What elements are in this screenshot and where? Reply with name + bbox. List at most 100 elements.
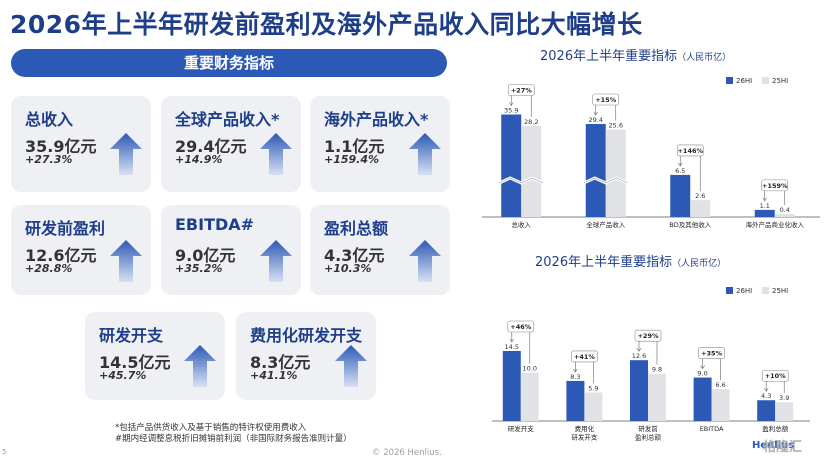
- page-number: 5: [2, 448, 7, 456]
- up-arrow-icon: [110, 240, 142, 282]
- kpi-value: 12.6亿元: [25, 246, 97, 265]
- bar-26hi-4: [757, 400, 776, 421]
- kpi-change: +10.3%: [324, 262, 372, 275]
- legend-label-25hi: 25HI: [772, 77, 788, 85]
- growth-arrowhead-2: [678, 162, 683, 167]
- kpi-value: 8.3亿元: [250, 353, 311, 372]
- value-label-26hi-1: 8.3: [570, 373, 580, 381]
- kpi-change: +41.1%: [250, 369, 298, 382]
- legend-label-26hi: 26HI: [736, 287, 752, 295]
- axis-break-line-1: [583, 177, 628, 184]
- growth-label-4: +10%: [765, 372, 786, 380]
- legend-swatch-25hi: [762, 77, 769, 84]
- kpi-change: +45.7%: [99, 369, 147, 382]
- up-arrow-icon: [409, 240, 441, 282]
- watermark: 格隆汇: [763, 440, 803, 455]
- up-arrow-icon: [260, 240, 292, 282]
- chart-legend: 26HI 25HI: [726, 77, 788, 85]
- category-label-1: 全球产品收入: [586, 220, 626, 229]
- kpi-value: 1.1亿元: [324, 137, 385, 156]
- copyright-text: © 2026 Henlius.: [372, 448, 442, 458]
- kpi-value: 9.0亿元: [175, 246, 236, 265]
- bar-25hi-3: [774, 214, 795, 217]
- bar-25hi-0: [521, 125, 542, 217]
- growth-label-3: +159%: [762, 182, 788, 190]
- value-label-26hi-1: 29.4: [589, 116, 603, 124]
- kpi-change: +28.8%: [25, 262, 73, 275]
- growth-label-2: +29%: [637, 332, 658, 340]
- category-label-1: 费用化: [575, 424, 595, 433]
- bar-25hi-3: [711, 389, 730, 421]
- kpi-change: +14.9%: [175, 153, 223, 166]
- value-label-26hi-3: 9.0: [697, 370, 707, 378]
- category-label-1: 研发开支: [571, 433, 598, 442]
- bar-26hi-1: [566, 380, 585, 421]
- footnote-ebitda: #期内经调整息税折旧摊销前利润（非国际财务报告准则计量）: [115, 434, 352, 444]
- category-label-3: 海外产品商业化收入: [746, 220, 805, 229]
- bar-26hi-2: [630, 360, 648, 421]
- growth-badge-1: [571, 350, 598, 363]
- legend-label-26hi: 26HI: [736, 77, 752, 85]
- chart-legend: 26HI 25HI: [726, 287, 788, 295]
- growth-label-3: +35%: [701, 350, 722, 358]
- kpi-card-total-profit: 盈利总额 4.3亿元 +10.3%: [310, 205, 450, 295]
- growth-arrowhead-4: [763, 388, 769, 392]
- category-label-0: 研发开支: [508, 424, 535, 433]
- up-arrow-icon: [184, 345, 216, 387]
- up-arrow-icon: [409, 133, 441, 175]
- company-logo: Henlius: [752, 440, 795, 451]
- up-arrow-icon: [335, 345, 367, 387]
- value-label-25hi-3: 0.4: [780, 206, 790, 214]
- kpi-card-pre-rd-profit: 研发前盈利 12.6亿元 +28.8%: [11, 205, 151, 295]
- value-label-26hi-3: 1.1: [760, 202, 770, 210]
- up-arrow-icon: [260, 133, 292, 175]
- category-label-2: BD及其他收入: [669, 220, 711, 229]
- value-label-25hi-2: 9.8: [652, 366, 662, 374]
- growth-label-2: +146%: [677, 147, 703, 155]
- category-label-2: 盈利总额: [635, 433, 662, 442]
- kpi-card-total-revenue: 总收入 35.9亿元 +27.3%: [11, 96, 151, 192]
- kpi-name: 海外产品收入*: [324, 110, 429, 129]
- kpi-value: 4.3亿元: [324, 246, 385, 265]
- chart-title: 2026年上半年重要指标（人民币亿）: [535, 254, 726, 270]
- kpi-value: 29.4亿元: [175, 137, 247, 156]
- kpi-name: 研发开支: [99, 326, 164, 345]
- kpi-change: +35.2%: [175, 262, 223, 275]
- growth-badge-0: [507, 84, 535, 96]
- chart-title: 2026年上半年重要指标（人民币亿）: [540, 48, 731, 64]
- value-label-26hi-0: 14.5: [505, 343, 519, 351]
- growth-badge-2: [676, 144, 704, 157]
- kpi-card-global-product-revenue: 全球产品收入* 29.4亿元 +14.9%: [161, 96, 301, 192]
- legend-swatch-25hi: [762, 287, 769, 294]
- bar-25hi-2: [690, 200, 711, 217]
- footnote-product-revenue: *包括产品供货收入及基于销售的特许权使用费收入: [115, 423, 307, 433]
- bar-25hi-4: [775, 402, 794, 421]
- value-label-25hi-4: 3.9: [779, 394, 789, 402]
- value-label-26hi-2: 12.6: [632, 352, 646, 360]
- growth-badge-3: [761, 179, 789, 192]
- kpi-value: 35.9亿元: [25, 137, 97, 156]
- category-label-0: 总收入: [512, 220, 532, 229]
- category-label-2: 研发前: [638, 424, 658, 433]
- kpi-name: 全球产品收入*: [175, 110, 280, 129]
- value-label-25hi-0: 28.2: [524, 118, 538, 126]
- bar-26hi-2: [670, 174, 691, 217]
- kpi-change: +159.4%: [324, 153, 380, 166]
- kpi-card-overseas-product-revenue: 海外产品收入* 1.1亿元 +159.4%: [310, 96, 450, 192]
- growth-badge-3: [698, 347, 725, 359]
- growth-arrowhead-1: [573, 368, 578, 373]
- kpi-name: 盈利总额: [324, 219, 389, 238]
- kpi-name: 总收入: [25, 110, 74, 129]
- value-label-26hi-2: 6.5: [675, 167, 685, 175]
- growth-arrowhead-0: [509, 338, 515, 343]
- value-label-25hi-3: 6.6: [715, 381, 725, 389]
- kpi-name: 费用化研发开支: [250, 326, 363, 345]
- bar-25hi-1: [605, 129, 626, 217]
- bar-26hi-0: [502, 351, 521, 421]
- growth-badge-2: [634, 329, 662, 342]
- value-label-26hi-4: 4.3: [761, 392, 771, 400]
- growth-arrowhead-1: [593, 111, 598, 116]
- page-title: 2026年上半年研发前盈利及海外产品收入同比大幅增长: [10, 10, 643, 39]
- kpi-change: +27.3%: [25, 153, 73, 166]
- bar-25hi-2: [648, 373, 666, 421]
